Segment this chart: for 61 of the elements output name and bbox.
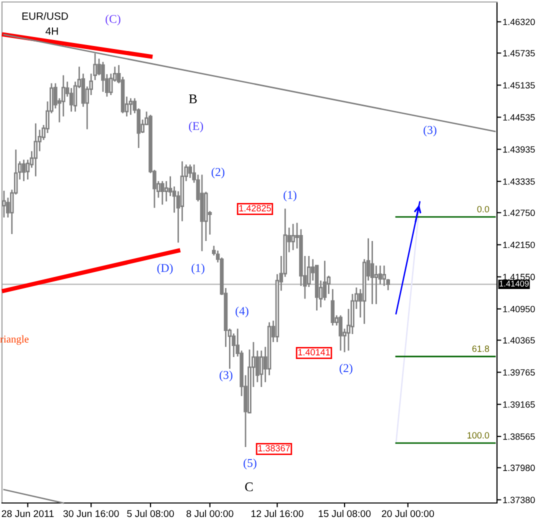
x-tick-label: 12 Jul 16:00	[251, 510, 304, 518]
y-tick-label: 1.37980	[503, 464, 535, 472]
candlestick	[128, 98, 133, 116]
candlestick	[374, 264, 378, 305]
y-tick-label: 1.46320	[503, 18, 535, 26]
x-tick-label: 28 Jun 2011	[2, 510, 54, 518]
y-tick-label: 1.40950	[503, 306, 535, 312]
candlestick	[2, 190, 6, 218]
ref-line-label: 1.41409	[500, 280, 529, 287]
annotation: C	[245, 482, 253, 492]
x-tick-label: 20 Jul 00:00	[382, 510, 434, 518]
y-tick-label: 1.39165	[503, 401, 535, 408]
candlestick	[330, 288, 335, 326]
annotation: (1)	[192, 264, 204, 274]
annotation: (D)	[157, 264, 173, 274]
y-tick-label: 1.40365	[503, 337, 535, 344]
candlestick	[101, 61, 105, 93]
y-tick-label: 1.45135	[503, 82, 535, 89]
candlestick	[22, 159, 26, 182]
annotation: (2)	[340, 364, 352, 375]
y-tick-label: 1.42750	[503, 210, 535, 216]
series-label: 0.0	[477, 206, 490, 212]
y-tick-label: 1.43335	[503, 178, 535, 185]
annotation: (1)	[284, 190, 296, 202]
y-tick-label: 1.38565	[503, 433, 535, 440]
annotation: 1.38367	[258, 445, 290, 452]
annotation: 1.42825	[239, 205, 271, 212]
series-label: 100.0	[468, 432, 490, 439]
text: EUR/USD	[22, 12, 68, 20]
annotation: (3)	[424, 126, 436, 136]
y-tick-label: 1.44535	[503, 114, 535, 121]
candlestick	[160, 180, 164, 206]
candlestick	[370, 240, 374, 305]
annotation: (4)	[236, 306, 248, 318]
annotation: (2)	[212, 168, 224, 178]
x-tick-label: 5 Jul 08:00	[127, 510, 174, 518]
annotation: 1.40141	[298, 349, 330, 356]
annotation: (5)	[244, 458, 256, 470]
annotation: riangle	[0, 335, 29, 345]
annotation: (C)	[106, 14, 120, 26]
y-tick-label: 1.43935	[503, 146, 535, 153]
y-tick-label: 1.41550	[503, 274, 535, 280]
x-tick-label: 30 Jun 16:00	[63, 510, 119, 518]
text: 4H	[46, 28, 58, 35]
y-tick-label: 1.42150	[503, 242, 535, 248]
x-tick-label: 15 Jul 08:00	[318, 510, 371, 518]
x-tick-label: 8 Jul 00:00	[186, 510, 234, 518]
y-tick-label: 1.39765	[503, 369, 535, 376]
annotation: (3)	[220, 370, 232, 382]
annotation: (E)	[188, 122, 204, 132]
y-tick-label: 1.45735	[503, 50, 535, 56]
annotation: B	[188, 94, 197, 104]
candlestick	[338, 314, 342, 352]
series-label: 61.8	[472, 346, 490, 352]
candlestick	[291, 223, 295, 251]
candlestick	[382, 264, 386, 287]
candlestick	[259, 350, 264, 388]
candlestick	[164, 180, 168, 202]
candlestick	[34, 122, 38, 177]
y-tick-label: 1.37380	[503, 496, 535, 504]
candlestick	[188, 164, 192, 179]
